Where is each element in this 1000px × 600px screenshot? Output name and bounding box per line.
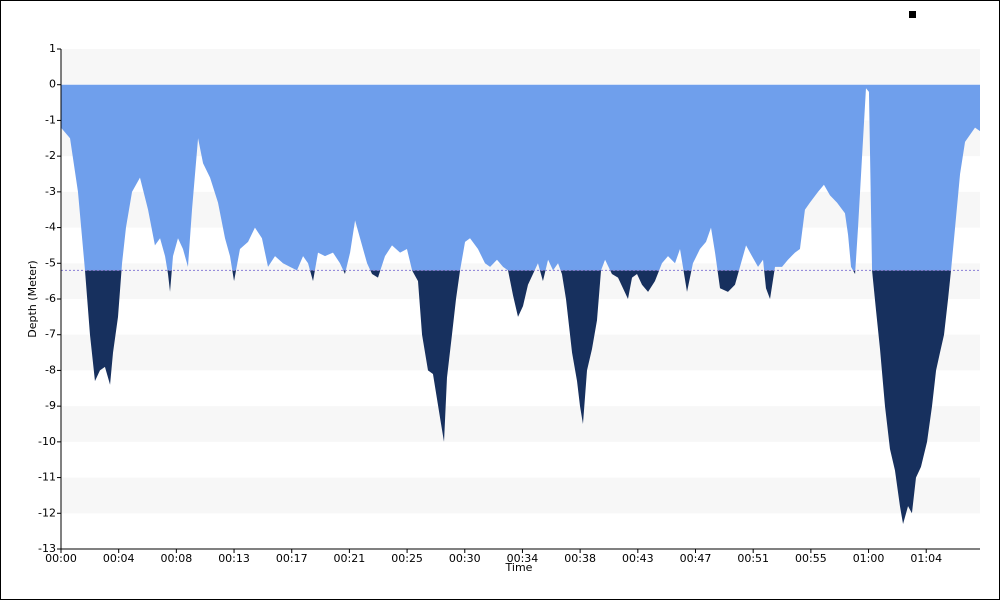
x-axis-title: Time bbox=[505, 561, 533, 574]
x-tick-label: 00:34 bbox=[507, 552, 539, 565]
y-tick-label: -13 bbox=[38, 542, 56, 555]
y-tick-label: -4 bbox=[45, 221, 56, 234]
x-tick-label: 00:00 bbox=[45, 552, 77, 565]
y-tick-label: -3 bbox=[45, 185, 56, 198]
y-tick-label: -2 bbox=[45, 149, 56, 162]
x-tick-label: 00:55 bbox=[795, 552, 827, 565]
y-tick-label: 0 bbox=[49, 78, 56, 91]
y-tick-label: -1 bbox=[45, 113, 56, 126]
y-tick-label: -6 bbox=[45, 292, 56, 305]
x-tick-label: 00:43 bbox=[622, 552, 654, 565]
x-tick-label: 00:13 bbox=[218, 552, 250, 565]
x-tick-label: 00:38 bbox=[564, 552, 596, 565]
x-tick-label: 00:47 bbox=[680, 552, 712, 565]
y-tick-label: -5 bbox=[45, 256, 56, 269]
grid-band bbox=[61, 334, 980, 371]
x-tick-label: 00:17 bbox=[276, 552, 308, 565]
x-tick-label: 00:21 bbox=[334, 552, 366, 565]
x-tick-label: 00:25 bbox=[391, 552, 423, 565]
y-tick-label: -10 bbox=[38, 435, 56, 448]
y-tick-label: -8 bbox=[45, 363, 56, 376]
grid-band bbox=[61, 49, 980, 85]
y-tick-label: -12 bbox=[38, 506, 56, 519]
y-tick-label: 1 bbox=[49, 42, 56, 55]
legend-marker bbox=[909, 11, 916, 18]
x-tick-label: 01:04 bbox=[910, 552, 942, 565]
depth-area bbox=[61, 84, 980, 271]
y-axis-title: Depth (Meter) bbox=[26, 260, 39, 337]
y-tick-label: -9 bbox=[45, 399, 56, 412]
x-tick-label: 00:30 bbox=[449, 552, 481, 565]
x-tick-label: 00:08 bbox=[161, 552, 193, 565]
x-tick-label: 01:00 bbox=[853, 552, 885, 565]
y-tick-label: -7 bbox=[45, 328, 56, 341]
grid-band bbox=[61, 406, 980, 442]
y-tick-label: -11 bbox=[38, 471, 56, 484]
x-tick-label: 00:51 bbox=[737, 552, 769, 565]
x-tick-label: 00:04 bbox=[103, 552, 135, 565]
grid-band bbox=[61, 477, 980, 514]
